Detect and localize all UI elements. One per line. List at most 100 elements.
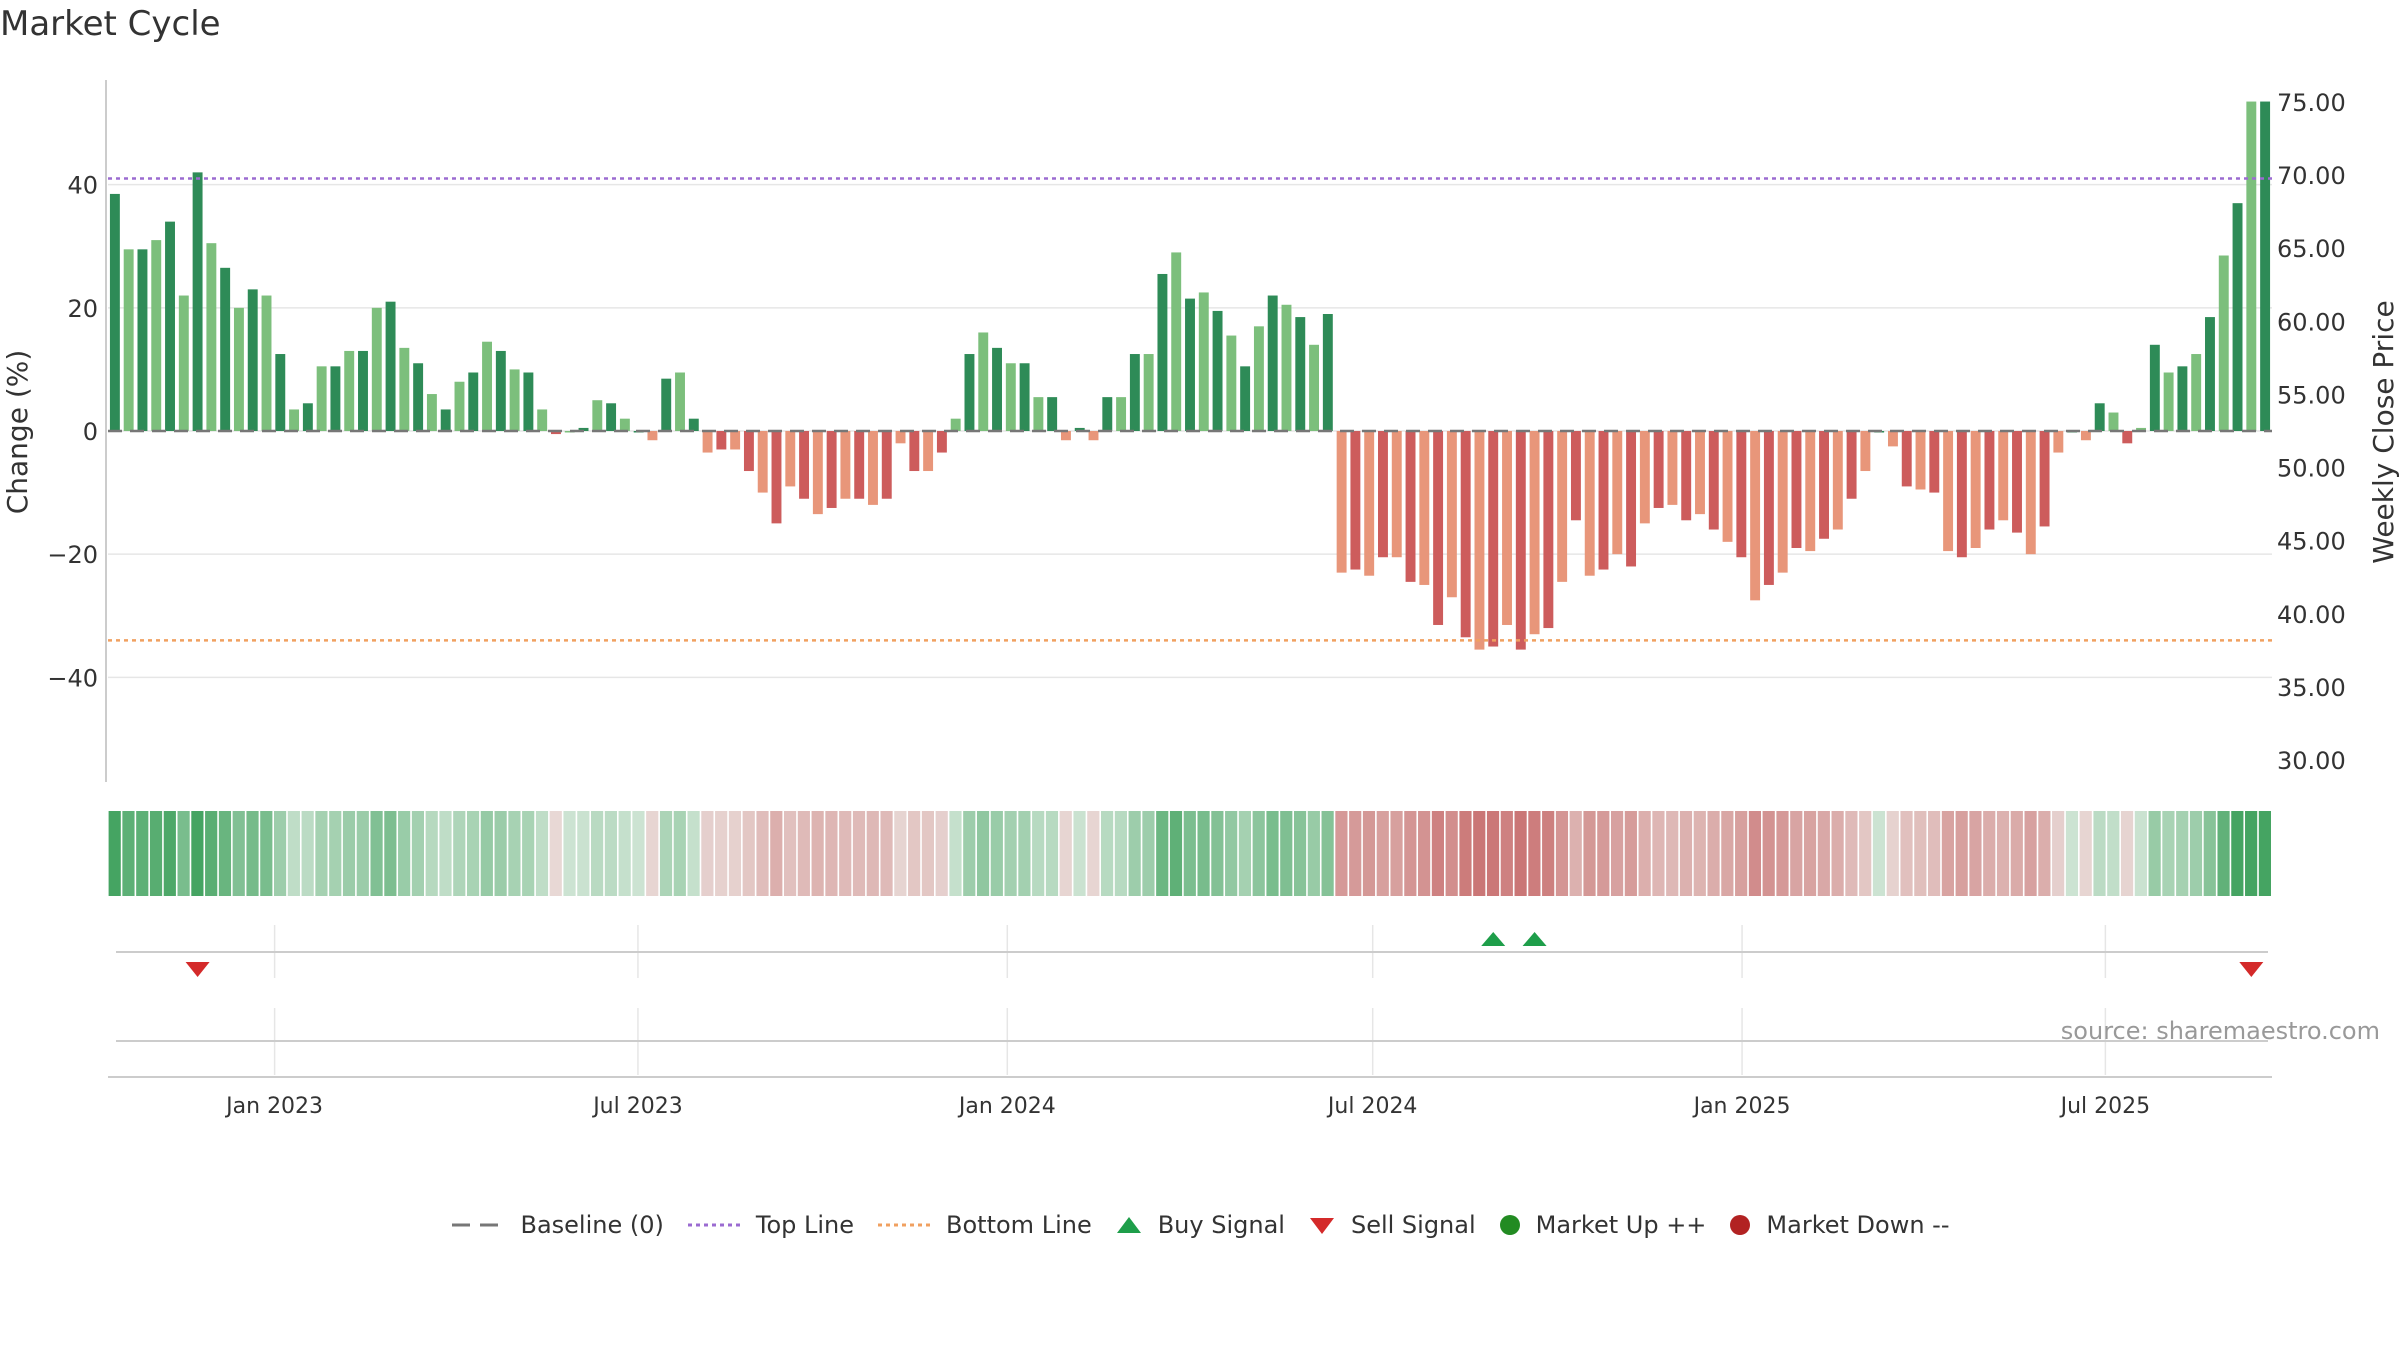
heat-cell xyxy=(1376,811,1389,896)
y-tick-label: 20 xyxy=(67,295,98,323)
heat-cell xyxy=(1238,811,1252,896)
legend-top-line: Top Line xyxy=(686,1211,854,1239)
change-bar xyxy=(1157,273,1168,431)
heat-cell xyxy=(963,811,976,896)
heat-cell xyxy=(1542,811,1555,896)
heat-cell xyxy=(604,811,617,896)
heat-cell xyxy=(756,811,769,896)
change-bar xyxy=(578,427,589,431)
heat-cell xyxy=(935,811,948,896)
heat-cell xyxy=(866,811,879,896)
heat-cell xyxy=(880,811,893,896)
heat-cell xyxy=(1142,811,1155,896)
heat-cell xyxy=(1569,811,1582,896)
heat-cell xyxy=(2120,811,2134,896)
heat-cell xyxy=(1335,811,1348,896)
heat-cell xyxy=(191,811,204,896)
heat-cell xyxy=(1266,811,1279,896)
change-bar xyxy=(716,431,727,450)
buy-triangle-icon xyxy=(1116,1217,1141,1233)
heat-cell xyxy=(1776,811,1789,896)
y-tick-label: −20 xyxy=(47,541,98,569)
heat-cell xyxy=(2107,811,2120,896)
heat-cell xyxy=(1872,811,1886,896)
heat-cell xyxy=(1583,811,1596,896)
heat-cell xyxy=(1500,811,1513,896)
change-bar xyxy=(1763,431,1774,585)
heat-cell xyxy=(1969,811,1982,896)
change-bar xyxy=(757,431,768,493)
change-bar xyxy=(1557,431,1568,582)
y2-axis-label: Weekly Close Price xyxy=(2367,300,2400,563)
heat-cell xyxy=(1845,811,1858,896)
change-bar xyxy=(1212,310,1223,431)
change-bar xyxy=(606,403,617,431)
change-bar xyxy=(1102,397,1113,431)
heat-cell xyxy=(535,811,549,896)
change-bar xyxy=(2025,431,2036,555)
reference-lines xyxy=(108,177,2272,642)
heat-cell xyxy=(825,811,838,896)
heat-cell xyxy=(384,811,397,896)
heat-cell xyxy=(1914,811,1927,896)
change-bar xyxy=(1681,431,1692,521)
heat-cell xyxy=(2258,811,2271,896)
heat-cell xyxy=(122,811,135,896)
change-bar xyxy=(399,347,410,431)
heat-cell xyxy=(1307,811,1320,896)
heat-cell xyxy=(2052,811,2065,896)
heat-cell xyxy=(2065,811,2079,896)
change-bar xyxy=(509,369,520,431)
heat-cell xyxy=(1431,811,1444,896)
heat-cell xyxy=(2217,811,2230,896)
heat-cell xyxy=(1748,811,1762,896)
heat-cell xyxy=(1225,811,1238,896)
change-bar xyxy=(1019,363,1030,431)
change-bar xyxy=(1267,295,1278,431)
y-tick-label: −40 xyxy=(47,664,98,692)
heat-cell xyxy=(577,811,590,896)
x-tick-label: Jul 2023 xyxy=(591,1094,683,1119)
heat-cell xyxy=(1362,811,1376,896)
heat-cell xyxy=(1390,811,1403,896)
baseline-swatch-icon xyxy=(452,1223,505,1227)
change-bar xyxy=(1419,431,1430,585)
heat-cell xyxy=(1597,811,1610,896)
legend-market-down: Market Down -- xyxy=(1728,1211,1950,1239)
heat-cell xyxy=(728,811,742,896)
heat-cell xyxy=(1817,811,1830,896)
y2-axis-ticks: 75.00 70.00 65.00 60.00 55.00 50.00 45.00 40.00… xyxy=(2277,89,2346,775)
heat-cell xyxy=(687,811,700,896)
buy-signal-marker xyxy=(1522,932,1547,946)
heat-cell xyxy=(632,811,645,896)
heat-cell xyxy=(149,811,163,896)
chart-title: Market Cycle xyxy=(0,4,221,44)
change-bar xyxy=(592,400,603,431)
heat-cell xyxy=(1831,811,1844,896)
heat-cell xyxy=(990,811,1003,896)
change-bar xyxy=(799,431,810,499)
change-bar xyxy=(2232,203,2243,431)
heat-cell xyxy=(329,811,342,896)
y-axis-label: Change (%) xyxy=(1,350,34,515)
heat-cell xyxy=(1156,811,1169,896)
heat-cell xyxy=(370,811,383,896)
change-bar xyxy=(1295,317,1306,431)
change-bar xyxy=(371,307,382,431)
change-bar xyxy=(1460,431,1471,638)
change-bar xyxy=(675,372,685,431)
change-bar xyxy=(2163,372,2174,431)
change-bar xyxy=(1005,363,1016,431)
change-bar xyxy=(358,350,368,431)
change-bar xyxy=(1860,431,1871,472)
heat-cell xyxy=(1169,811,1183,896)
heat-cell xyxy=(136,811,149,896)
heat-cell xyxy=(1735,811,1748,896)
change-bar xyxy=(1819,431,1829,539)
change-bar xyxy=(385,301,396,431)
heat-cell xyxy=(108,811,121,896)
change-bar xyxy=(537,409,548,431)
heat-cell xyxy=(177,811,190,896)
heat-cell xyxy=(2176,811,2189,896)
change-bar xyxy=(330,366,341,431)
